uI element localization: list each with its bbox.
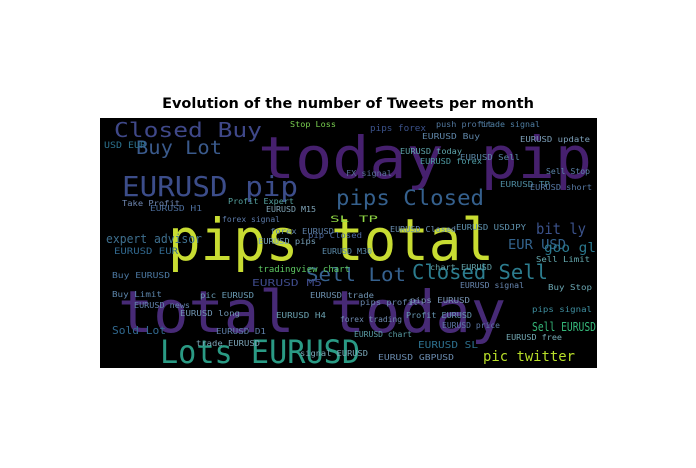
cloud-word: push profit: [436, 120, 492, 129]
cloud-word: FX signal: [346, 169, 392, 178]
cloud-word: Profit EURUSD: [406, 311, 472, 320]
cloud-word: EURUSD H1: [150, 204, 202, 213]
cloud-word: Closed Buy: [114, 118, 262, 142]
cloud-word: EURUSD Closed: [390, 225, 456, 234]
figure-title: Evolution of the number of Tweets per mo…: [162, 96, 534, 112]
cloud-word: EUR USD: [508, 238, 566, 253]
cloud-word: Closed Sell: [412, 260, 548, 284]
cloud-word: signal EURUSD: [300, 349, 368, 358]
cloud-word: EURUSD pip: [122, 170, 298, 203]
cloud-word: EURUSD H4: [276, 311, 326, 320]
cloud-word: EURUSD forex: [420, 157, 482, 166]
cloud-word: EURUSD today: [400, 147, 462, 156]
cloud-word: Buy Lot: [136, 137, 222, 159]
cloud-word: EURUSD M15: [266, 205, 316, 214]
cloud-word: EURUSD price: [442, 321, 500, 330]
word-cloud-background: [100, 118, 597, 368]
cloud-word: bit ly: [536, 220, 586, 238]
cloud-word: Sell EURUSD: [532, 320, 596, 334]
cloud-word: Sell Stop: [546, 167, 590, 176]
cloud-word: EURUSD M30: [322, 247, 372, 256]
cloud-word: chart EURUSD: [430, 263, 492, 272]
cloud-word: total today: [118, 278, 506, 346]
cloud-word: pips Closed: [336, 186, 484, 210]
cloud-word: forex trading: [340, 315, 402, 324]
cloud-word: EURUSD trade: [310, 291, 374, 300]
cloud-word: trade EURUSD: [196, 339, 260, 348]
cloud-word: Buy Stop: [548, 283, 592, 292]
cloud-word: EURUSD Buy: [422, 132, 480, 141]
cloud-word: EURUSD update: [520, 135, 590, 144]
cloud-word: EURUSD signal: [460, 281, 524, 290]
cloud-word: USD EUR: [104, 141, 147, 151]
cloud-word: pips profit: [360, 298, 418, 307]
cloud-word: expert advisor: [106, 232, 202, 246]
cloud-word: Profit Expert: [228, 197, 294, 206]
cloud-word: goo gl: [544, 241, 596, 256]
cloud-word: forex EURUSD: [270, 227, 334, 236]
cloud-word: EURUSD M5: [252, 278, 322, 289]
cloud-word: Sell Lot: [306, 264, 406, 286]
cloud-word: Sold Lot: [112, 324, 166, 337]
cloud-word: pic EURUSD: [200, 291, 254, 300]
cloud-word: today pip: [258, 124, 592, 192]
cloud-word: Buy EURUSD: [112, 271, 170, 280]
cloud-word: EURUSD EUR: [114, 247, 179, 257]
cloud-word: pips EURUSD: [410, 296, 470, 305]
cloud-word: EURUSD news: [134, 301, 190, 310]
cloud-word: pips signal: [532, 305, 592, 314]
cloud-word: pips total: [168, 206, 494, 274]
cloud-word: pic twitter: [483, 349, 575, 365]
cloud-word: trade signal: [480, 120, 540, 129]
cloud-word: EURUSD TP: [500, 180, 550, 189]
cloud-word: EURUSD Sell: [460, 153, 520, 162]
cloud-word: Lots EURUSD: [160, 333, 360, 368]
cloud-word: EURUSD USDJPY: [456, 223, 526, 232]
cloud-word: EURUSD short: [530, 183, 592, 192]
cloud-word: EURUSD free: [506, 333, 562, 342]
cloud-word: EURUSD SL: [418, 340, 478, 351]
cloud-word: forex signal: [222, 215, 280, 224]
cloud-word: pips forex: [370, 124, 427, 134]
cloud-word: EURUSD D1: [216, 327, 266, 336]
cloud-word: SL TP: [330, 215, 379, 225]
cloud-word: Buy Limit: [112, 290, 162, 299]
cloud-word: Stop Loss: [290, 120, 336, 129]
cloud-word: EURUSD GBPUSD: [378, 353, 454, 362]
cloud-word: Sell Limit: [536, 255, 590, 264]
cloud-word: EURUSD pips: [258, 237, 316, 246]
cloud-word: Take Profit: [122, 199, 180, 208]
cloud-word: EURUSD chart: [354, 330, 412, 339]
cloud-word: pip Closed: [308, 231, 362, 240]
word-cloud-panel: today pip pips total total today Lots EURUS…: [100, 118, 597, 368]
cloud-word: tradingview chart: [258, 265, 350, 275]
cloud-word: EURUSD long: [180, 309, 240, 318]
